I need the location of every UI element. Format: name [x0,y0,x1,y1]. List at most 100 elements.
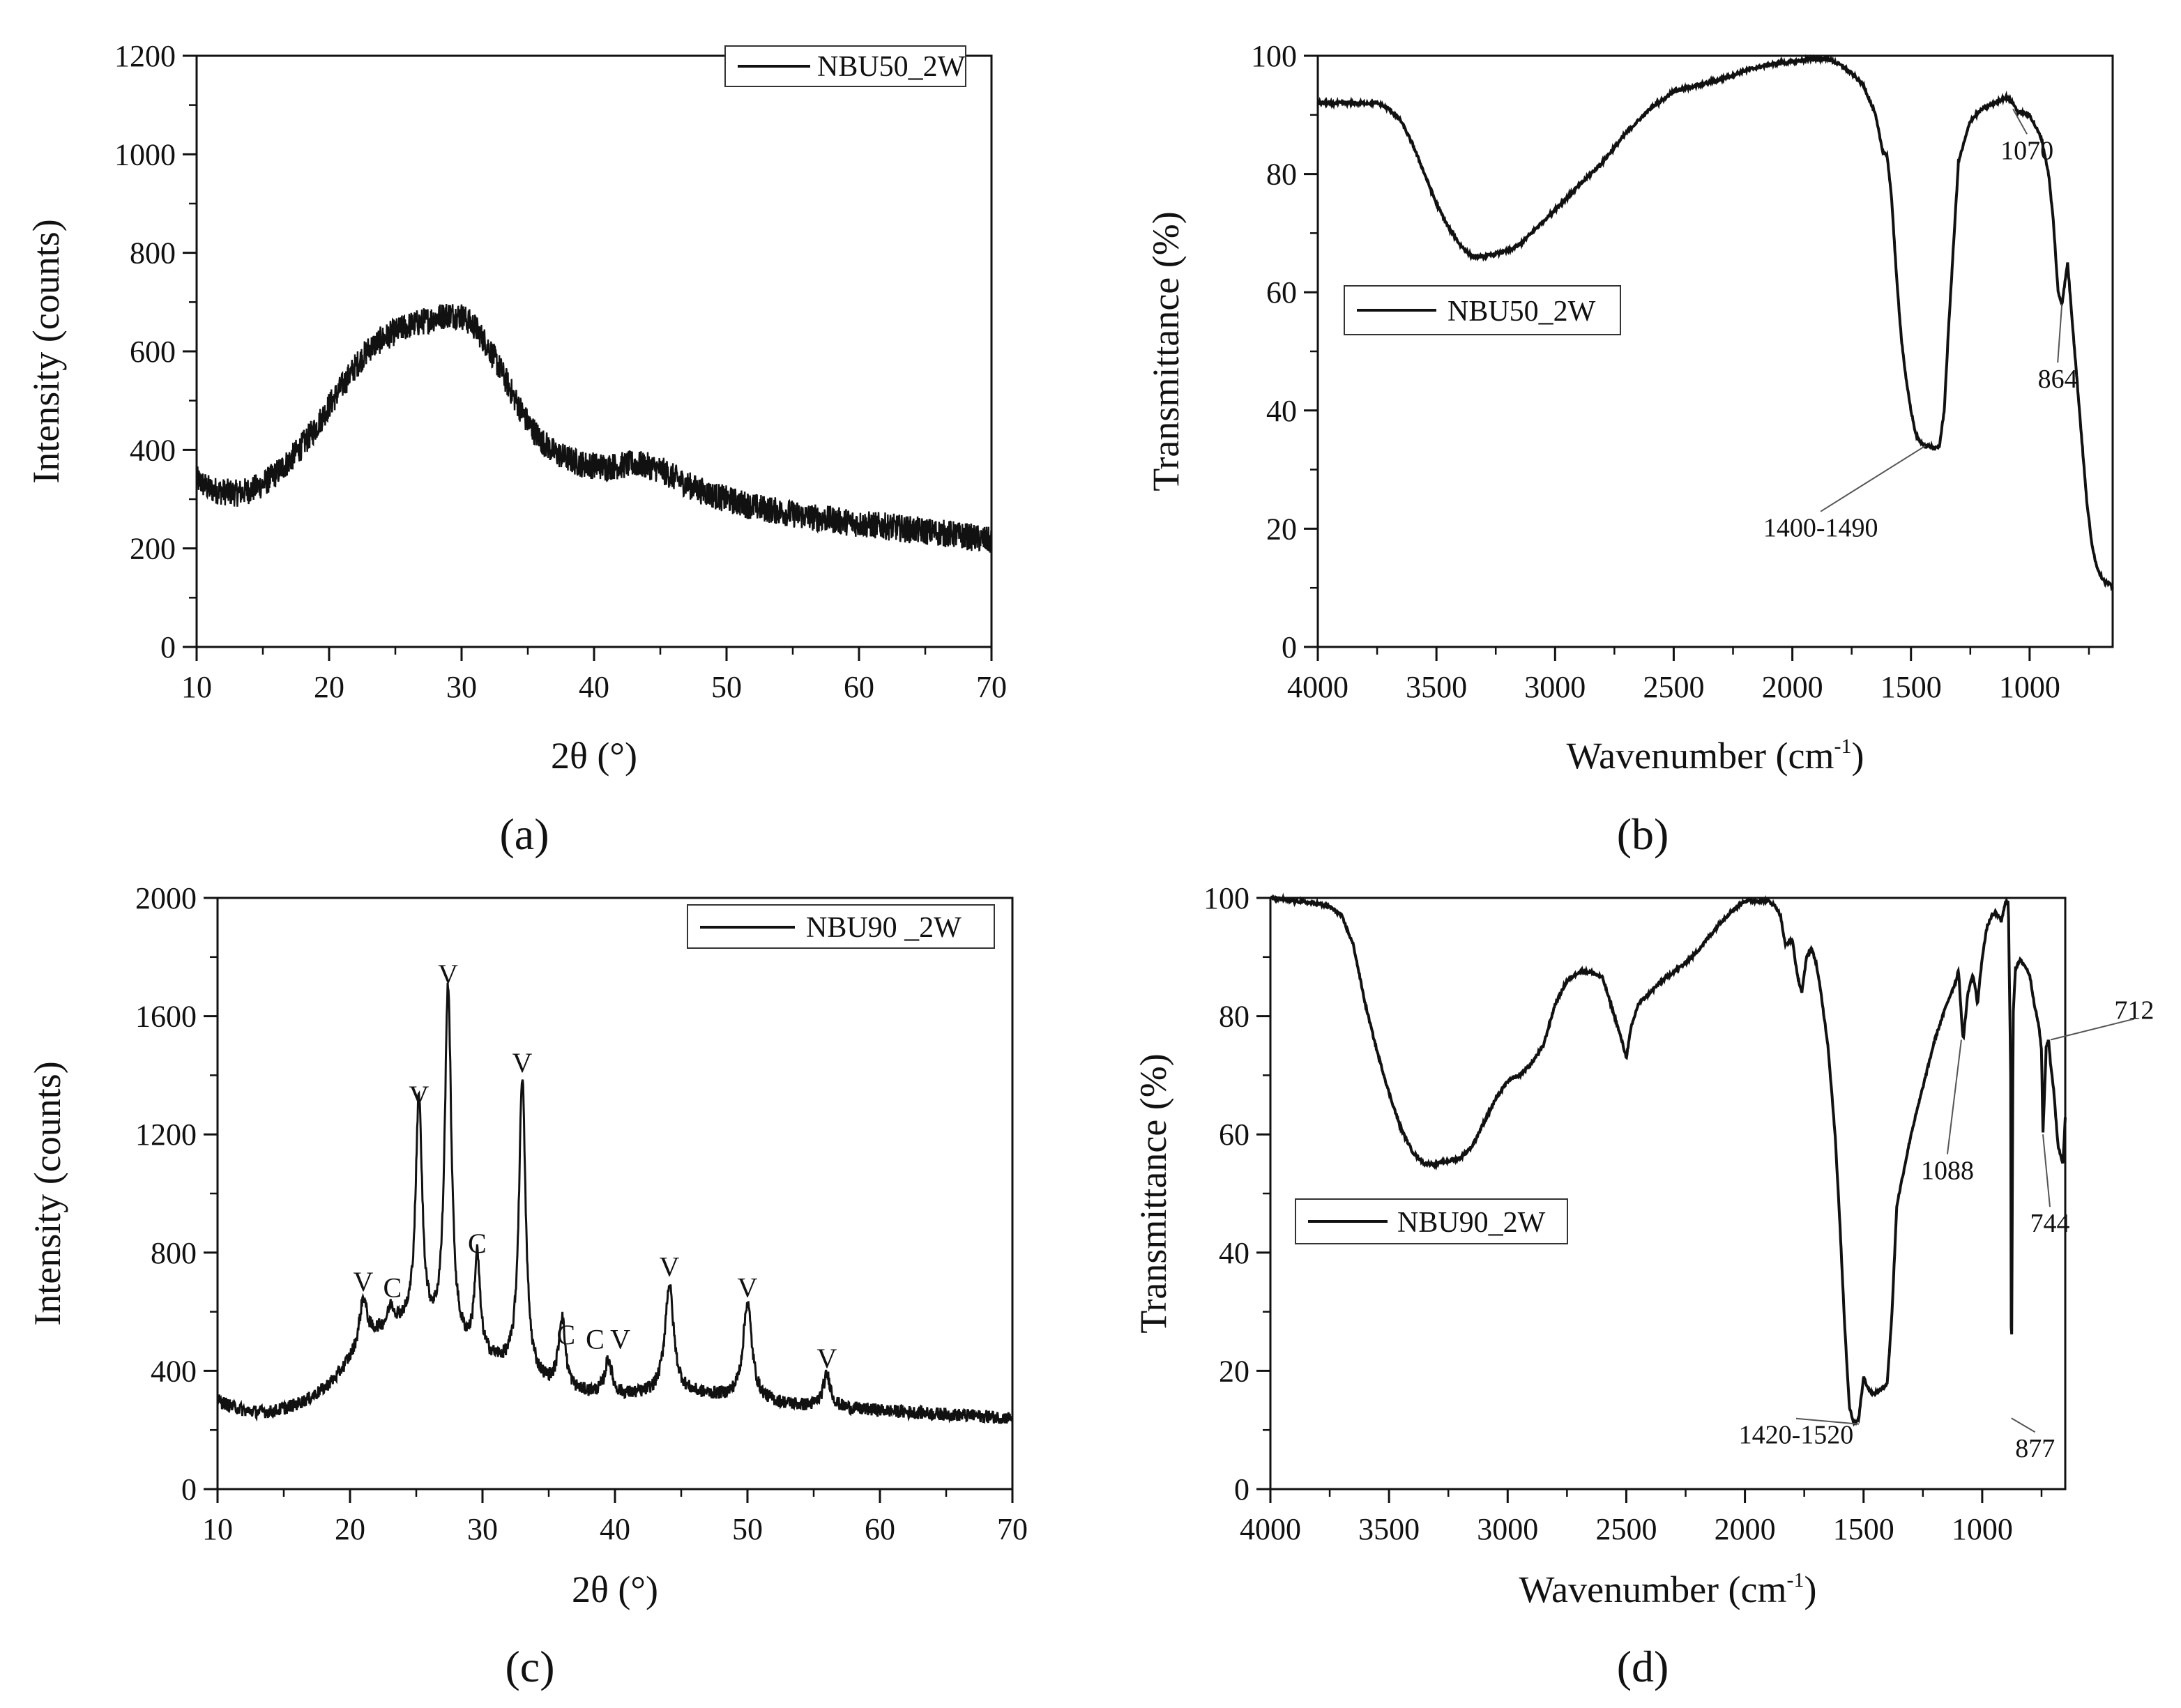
x-tick-label: 40 [579,670,609,704]
peak-label: V [817,1343,837,1374]
y-tick-label: 800 [151,1236,197,1270]
y-tick-label: 1000 [114,137,176,171]
x-tick-label: 20 [314,670,344,704]
x-tick-label: 10 [181,670,212,704]
y-tick-label: 100 [1203,881,1249,915]
y-tick-label: 60 [1266,275,1297,310]
annotation-leader [1795,1417,1860,1425]
x-tick-label: 1500 [1880,670,1942,704]
x-tick-label: 2000 [1762,670,1823,704]
y-axis-label-b: Transmittance (%) [1145,211,1187,491]
chart-a: 10 20 30 40 50 60 70 0 200 400 600 800 1000 1200 NBU… [25,39,1007,859]
y-ticks-d: 0 20 40 60 80 100 [1203,881,1270,1507]
y-tick-label: 2000 [135,881,197,915]
x-axis-label-d-main: Wavenumber (cm [1519,1569,1787,1610]
annotation-leader [1946,1039,1962,1154]
peak-label: C [383,1272,402,1303]
y-ticks-a: 0 200 400 600 800 1000 1200 [114,39,197,664]
chart-d: 4000 3500 3000 2500 2000 1500 1000 0 20 40 60 80 10… [1132,881,2154,1691]
x-tick-label: 40 [600,1512,630,1546]
plot-area-a [195,54,993,648]
legend-c: NBU90 _2W [687,904,995,949]
annotation-leader [2042,1134,2051,1207]
x-tick-label: 50 [711,670,742,704]
y-tick-label: 100 [1251,39,1297,73]
x-ticks-c: 10 20 30 40 50 60 70 [202,1489,1028,1546]
x-tick-label: 30 [467,1512,498,1546]
y-tick-label: 0 [181,1472,197,1507]
x-tick-label: 3500 [1406,670,1467,704]
y-axis-label-d: Transmittance (%) [1132,1053,1174,1333]
annotation-label: 744 [2030,1209,2070,1238]
x-tick-label: 4000 [1240,1512,1301,1546]
series-line-d [1269,892,2067,1427]
annotation-label: 712 [2114,996,2154,1025]
y-tick-label: 80 [1219,1000,1249,1034]
legend-d: NBU90_2W [1295,1198,1568,1244]
y-tick-label: 0 [1234,1472,1249,1507]
series-line-c [216,982,1014,1425]
legend-label-b: NBU50_2W [1447,296,1596,328]
y-tick-label: 1200 [114,39,176,73]
x-tick-label: 2500 [1595,1512,1657,1546]
x-tick-label: 4000 [1287,670,1348,704]
x-tick-label: 3500 [1358,1512,1420,1546]
y-tick-label: 1200 [135,1118,197,1152]
annotation-leader [2057,304,2063,363]
x-tick-label: 3000 [1477,1512,1538,1546]
panel-label-b: (b) [1617,809,1669,859]
x-tick-label: 1000 [1999,670,2060,704]
x-tick-label: 50 [732,1512,763,1546]
x-tick-label: 10 [202,1512,233,1546]
peak-label: V [409,1080,429,1111]
annotation-leader [2011,1417,2036,1433]
legend-a: NBU50_2W [724,45,966,87]
y-tick-label: 20 [1266,512,1297,546]
x-tick-label: 3000 [1524,670,1586,704]
peak-label: C [468,1228,487,1259]
y-tick-label: 400 [130,433,176,467]
x-axis-label-b-main: Wavenumber (cm [1567,735,1834,777]
annotation-leader [2012,108,2028,135]
legend-label-a: NBU50_2W [817,51,966,83]
y-tick-label: 400 [151,1354,197,1388]
peak-label: V [354,1266,374,1297]
x-tick-label: 70 [997,1512,1028,1546]
y-tick-label: 1600 [135,1000,197,1034]
annotation-label: 864 [2038,365,2078,394]
annotation-leader [2050,1018,2135,1041]
legend-label-d: NBU90_2W [1397,1207,1546,1239]
panel-label-c: (c) [505,1642,554,1691]
annotation-leader [1820,445,1926,512]
x-tick-label: 1000 [1952,1512,2013,1546]
x-ticks-b: 4000 3500 3000 2500 2000 1500 1000 [1287,647,2090,704]
x-axis-label-b: Wavenumber (cm-1) [1567,735,1864,777]
annotation-label: 877 [2015,1434,2055,1463]
plot-area-b [1316,54,2114,648]
y-tick-label: 40 [1219,1236,1249,1270]
annotation-label: 1070 [2000,136,2053,165]
x-axis-label-b-end: ) [1852,735,1864,777]
peak-label: V [438,959,458,990]
peak-label: V [610,1324,630,1355]
series-line-b [1317,54,2114,592]
peak-label: V [738,1272,758,1303]
x-tick-label: 20 [335,1512,365,1546]
x-tick-label: 60 [844,670,874,704]
y-tick-label: 0 [1282,630,1297,664]
x-tick-label: 2000 [1715,1512,1776,1546]
annotation-label: 1088 [1921,1157,1974,1186]
y-tick-label: 60 [1219,1118,1249,1152]
y-tick-label: 600 [130,335,176,369]
x-tick-label: 1500 [1833,1512,1894,1546]
x-axis-label-c: 2θ (°) [572,1569,658,1610]
y-tick-label: 40 [1266,394,1297,428]
x-axis-label-d-sup: -1 [1787,1569,1804,1592]
annotation-label: 1420-1520 [1739,1421,1854,1450]
legend-label-c: NBU90 _2W [806,912,962,944]
annotation-label: 1400-1490 [1763,514,1878,543]
y-ticks-b: 0 20 40 60 80 100 [1251,39,1318,664]
